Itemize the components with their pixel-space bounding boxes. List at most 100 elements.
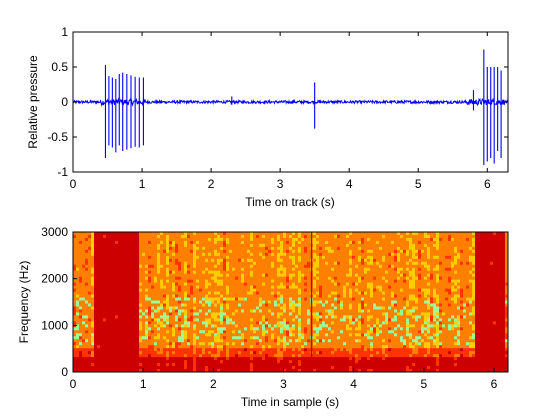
spectrogram-cell [118, 306, 122, 310]
spectrogram-cell [316, 360, 320, 364]
spectrogram-cell [211, 306, 215, 310]
spectrogram-cell [175, 273, 179, 278]
spectrogram-cell [94, 264, 98, 269]
spectrogram-cell [196, 273, 200, 278]
spectrogram-cell [319, 366, 323, 370]
spectrogram-cell [121, 276, 125, 281]
spectrogram-cell [202, 267, 206, 272]
spectrogram-cell [97, 237, 101, 242]
spectrogram-cell [337, 276, 341, 281]
spectrogram-cell [364, 333, 368, 337]
spectrogram-cell [283, 366, 287, 370]
spectrogram-cell [109, 336, 113, 340]
spectrogram-cell [259, 288, 263, 292]
spectrogram-cell [277, 345, 281, 349]
spectrogram-cell [286, 279, 290, 284]
spectrogram-cell [304, 306, 308, 310]
spectrogram-cell [289, 312, 293, 316]
spectrogram-cell [163, 366, 167, 370]
spectrogram-cell [199, 243, 203, 248]
spectrogram-cell [118, 327, 122, 331]
spectrogram-cell [160, 336, 164, 340]
spectrogram-cell [127, 288, 131, 292]
spectrogram-cell [265, 246, 269, 251]
spectrogram-cell [73, 291, 77, 295]
spectrogram-cell [169, 291, 173, 295]
spectrogram-cell [163, 267, 167, 272]
spectrogram-cell [283, 264, 287, 269]
spectrogram-cell [277, 285, 281, 289]
spectrogram-cell [244, 294, 248, 298]
spectrogram-cell [346, 234, 350, 239]
spectrogram-cell [73, 315, 77, 319]
spectrogram-cell [103, 342, 107, 346]
spectrogram-cell [91, 303, 95, 307]
spectrogram-cell [373, 369, 377, 373]
spectrogram-cell [337, 303, 341, 307]
spectrogram-cell [373, 252, 377, 257]
spectrogram-cell [295, 267, 299, 272]
spectrogram-cell [199, 232, 203, 236]
spectrogram-cell [103, 237, 107, 242]
spectrogram-cell [250, 294, 254, 298]
spectrogram-cell [277, 270, 281, 275]
spectrogram-cell [136, 291, 140, 295]
spectrogram-cell [295, 288, 299, 292]
spectrogram-cell [94, 336, 98, 340]
spectrogram-cell [268, 348, 272, 352]
spectrogram-cell [199, 363, 203, 367]
spectrogram-cell [292, 291, 296, 295]
spectrogram-cell [283, 342, 287, 346]
spectrogram-cell [163, 333, 167, 337]
spectrogram-cell [271, 345, 275, 349]
spectrogram-cell [349, 255, 353, 260]
spectrogram-cell [346, 264, 350, 269]
spectrogram-cell [247, 330, 251, 334]
spectrogram-cell [304, 351, 308, 355]
spectrogram-cell [289, 321, 293, 325]
spectrogram-cell [169, 258, 173, 263]
spectrogram-cell [265, 354, 269, 358]
spectrogram-cell [268, 342, 272, 346]
spectrogram-cell [79, 297, 83, 301]
spectrogram-cell [256, 300, 260, 304]
spectrogram-cell [109, 312, 113, 316]
spectrogram-cell [184, 270, 188, 275]
spectrogram-cell [286, 282, 290, 287]
spectrogram-cell [139, 327, 143, 331]
spectrogram-cell [112, 351, 116, 355]
spectrogram-cell [217, 360, 221, 364]
spectrogram-cell [328, 351, 332, 355]
spectrogram-cell [268, 315, 272, 319]
spectrogram-cell [376, 300, 380, 304]
spectrogram-cell [106, 336, 110, 340]
spectrogram-cell [340, 348, 344, 352]
spectrogram-cell [289, 357, 293, 361]
spectrogram-cell [94, 315, 98, 319]
spectrogram-cell [112, 357, 116, 361]
spectrogram-cell [352, 306, 356, 310]
spectrogram-cell [346, 258, 350, 263]
spectrogram-cell [79, 336, 83, 340]
spectrogram-cell [223, 345, 227, 349]
spectrogram-cell [133, 232, 137, 236]
spectrogram-cell [124, 360, 128, 364]
spectrogram-cell [136, 234, 140, 239]
spectrogram-cell [76, 360, 80, 364]
spectrogram-cell [76, 288, 80, 292]
spectrogram-cell [181, 240, 185, 245]
spectrogram-cell [175, 246, 179, 251]
spectrogram-cell [289, 285, 293, 289]
spectrogram-cell [247, 309, 251, 313]
spectrogram-cell [160, 360, 164, 364]
spectrogram-cell [172, 351, 176, 355]
spectrogram-cell [337, 357, 341, 361]
spectrogram-cell [298, 348, 302, 352]
spectrogram-cell [361, 330, 365, 334]
spectrogram-cell [241, 246, 245, 251]
spectrogram-cell [106, 321, 110, 325]
spectrogram-cell [271, 279, 275, 284]
spectrogram-cell [271, 270, 275, 275]
spectrogram-cell [79, 306, 83, 310]
spectrogram-cell [295, 354, 299, 358]
